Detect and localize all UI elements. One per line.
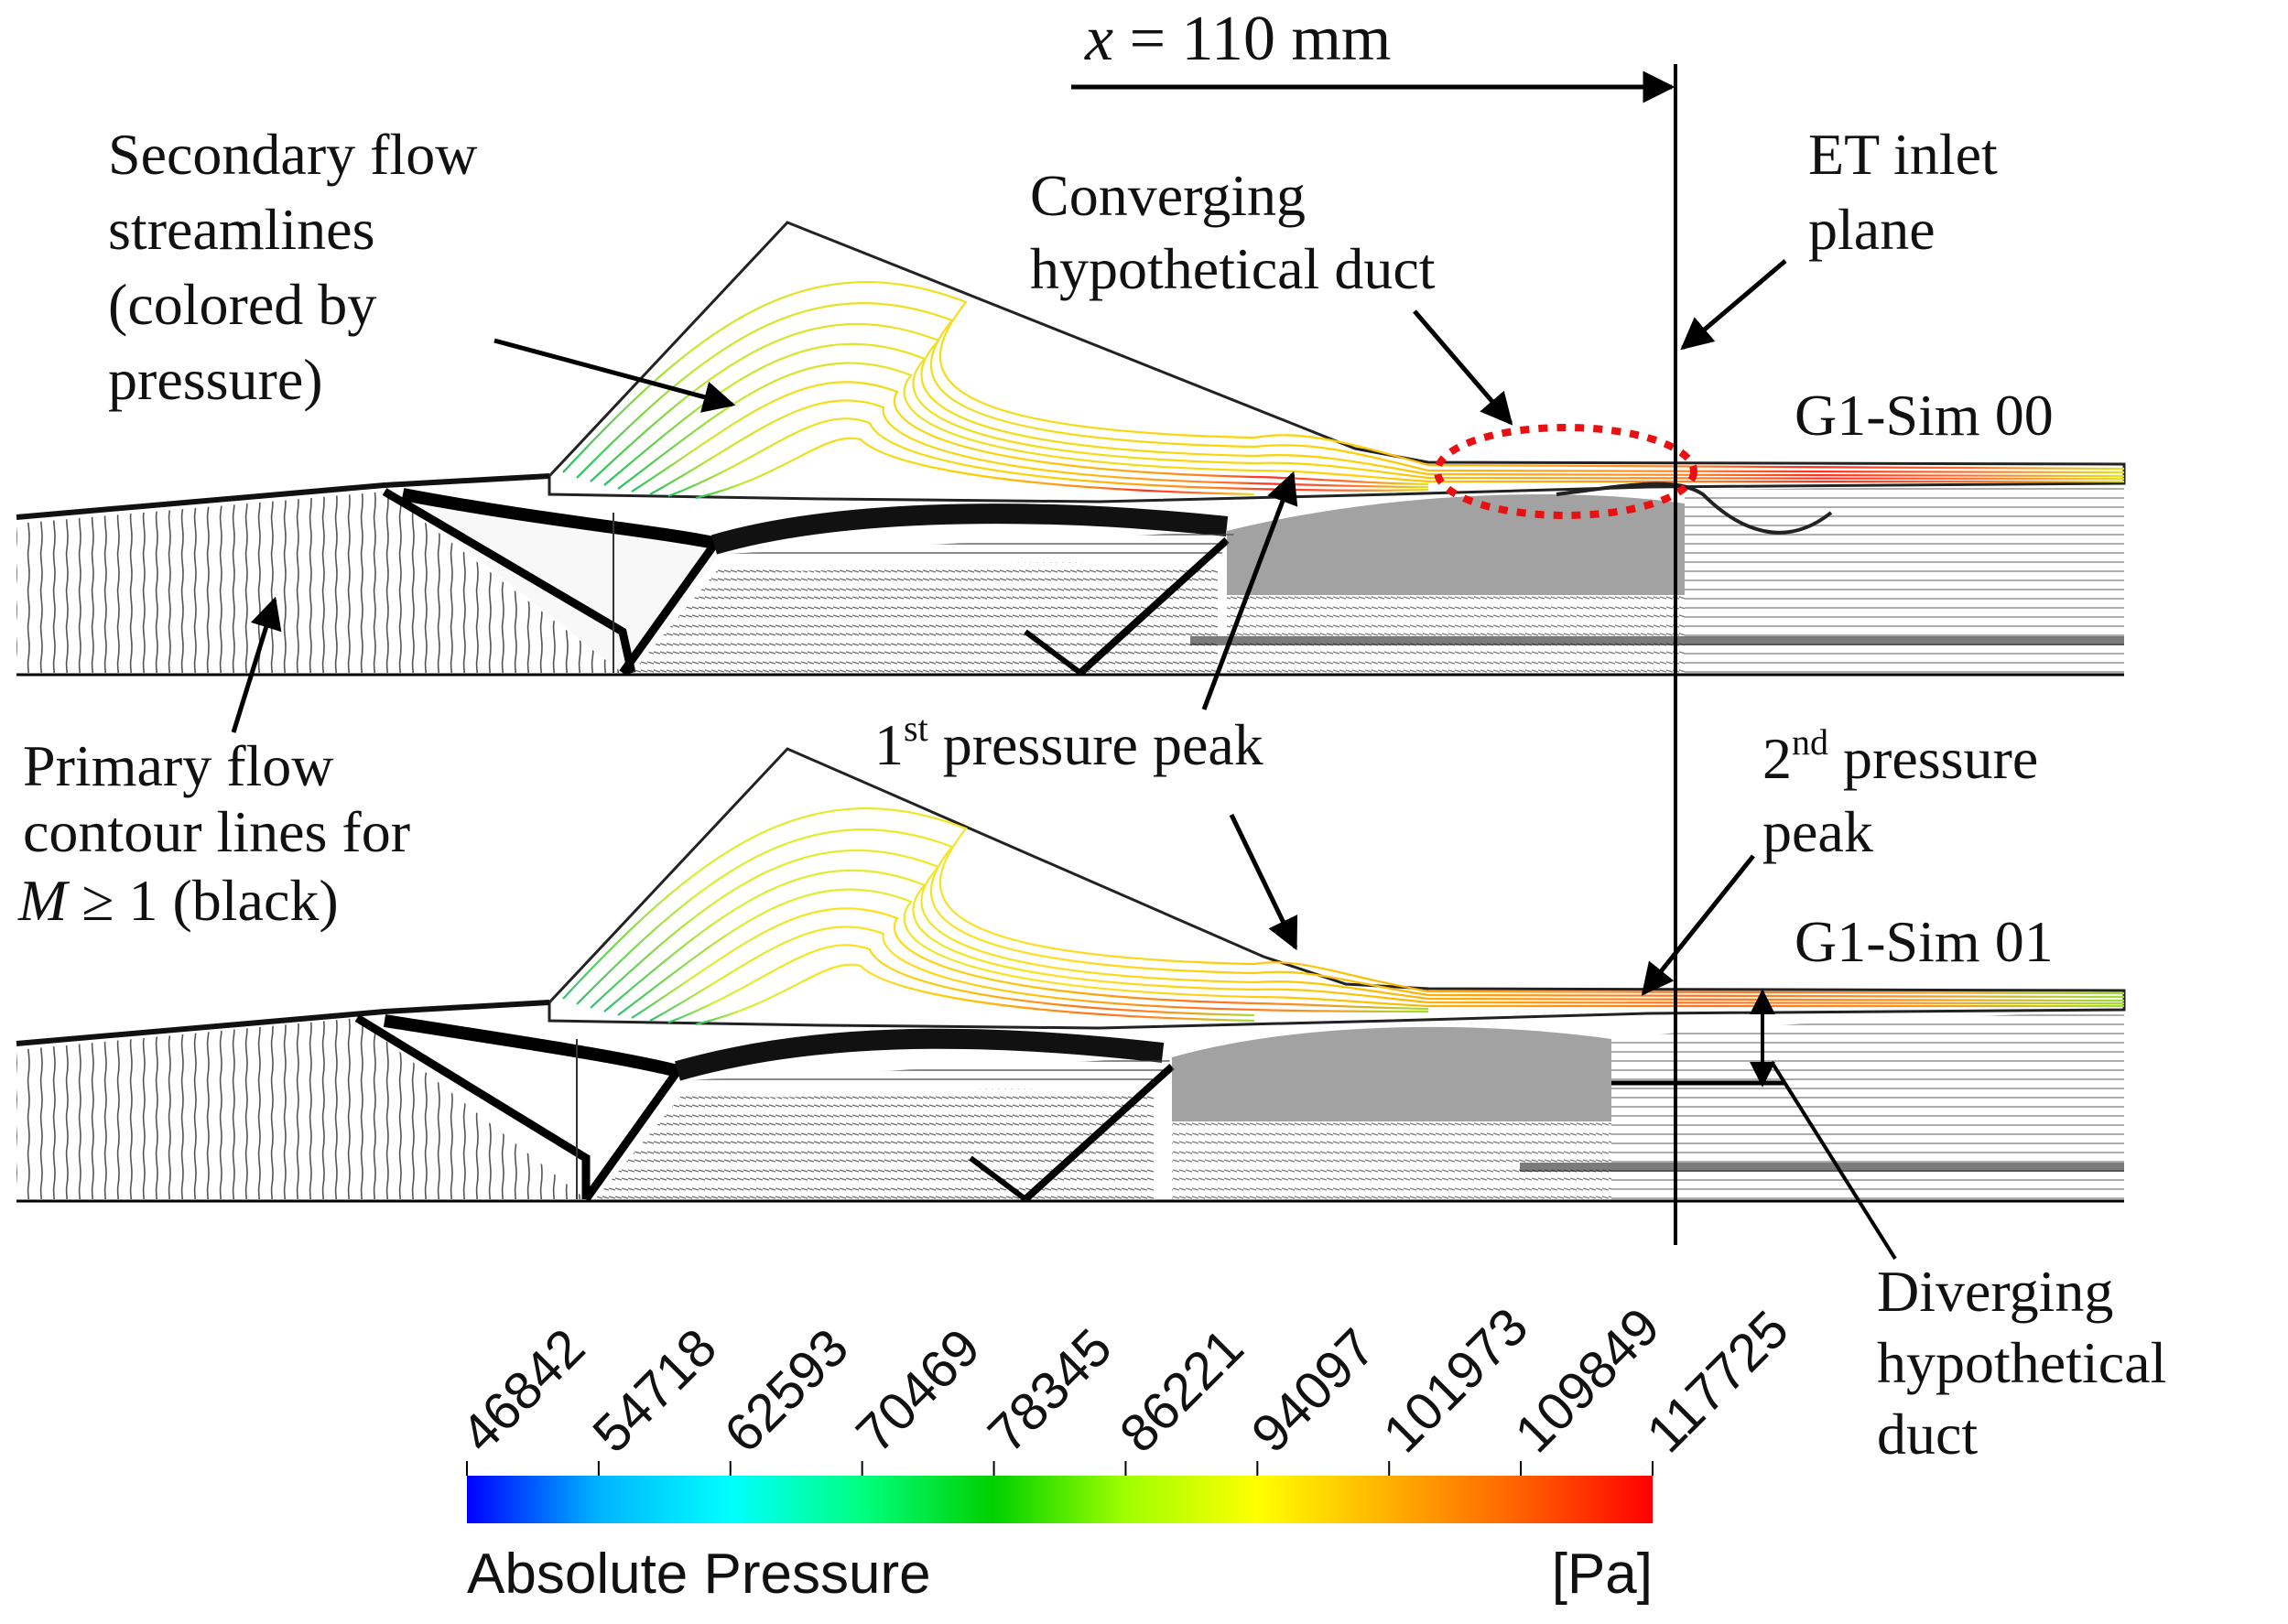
et-inlet-arrow (1680, 259, 1787, 351)
colorbar-tick-label: 78345 (977, 1317, 1123, 1464)
colorbar-title: Absolute Pressure (467, 1543, 931, 1606)
position-label: x = 110 mm (1084, 4, 1391, 74)
colorbar-unit: [Pa] (1552, 1543, 1653, 1606)
primary-flow-label: Primary flow contour lines for M ≥ 1 (bl… (17, 733, 425, 933)
colorbar-tick-label: 101973 (1372, 1296, 1539, 1464)
first-peak-arrow-top (1201, 471, 1298, 710)
panel-label-sim01: G1-Sim 01 (1795, 909, 2054, 974)
primary-flow-top (16, 482, 2124, 676)
colorbar-tick-label: 94097 (1241, 1317, 1387, 1464)
panel-label-sim00: G1-Sim 00 (1795, 383, 2054, 448)
colorbar-tick-label: 46842 (450, 1317, 596, 1464)
primary-flow-bottom (16, 1012, 2124, 1202)
converging-duct-label: Converging hypothetical duct (1030, 163, 1436, 301)
first-peak-label: 1st pressure peak (874, 708, 1263, 777)
second-peak-label: 2nd pressure peak (1762, 721, 2053, 864)
panel-sim01: G1-Sim 01 (16, 747, 2126, 1203)
diverging-gap-marker (1611, 989, 1785, 1088)
converging-duct-arrow (1413, 309, 1513, 426)
colorbar-tick-label: 54718 (581, 1317, 728, 1464)
colorbar-tick-label: 109849 (1503, 1296, 1671, 1464)
diverging-duct-arrow (1770, 1060, 1897, 1261)
first-peak-arrow-bottom (1229, 813, 1298, 951)
primary-nozzle-wall-top (16, 473, 550, 520)
colorbar-tick-label: 62593 (713, 1317, 860, 1464)
panel-sim00: G1-Sim 00 (16, 221, 2126, 677)
secondary-flow-label: Secondary flow streamlines (colored by p… (108, 122, 492, 412)
primary-flow-arrow (231, 596, 282, 733)
diverging-duct-label: Diverging hypothetical duct (1877, 1259, 2181, 1467)
colorbar-ticks: 4684254718625937046978345862219409710197… (450, 1296, 1800, 1476)
colorbar-tick-label: 117725 (1635, 1299, 1800, 1464)
secondary-flow-arrow (493, 338, 736, 413)
primary-nozzle-wall-bottom (16, 1000, 550, 1046)
colorbar-gradient (467, 1476, 1653, 1523)
et-inlet-label: ET inlet plane (1808, 122, 2012, 262)
colorbar-tick-label: 70469 (845, 1317, 992, 1464)
converging-duct-highlight (1434, 424, 1697, 519)
colorbar-tick-label: 86221 (1109, 1317, 1255, 1464)
second-peak-arrow (1641, 854, 1755, 996)
colorbar: 4684254718625937046978345862219409710197… (450, 1296, 1800, 1606)
